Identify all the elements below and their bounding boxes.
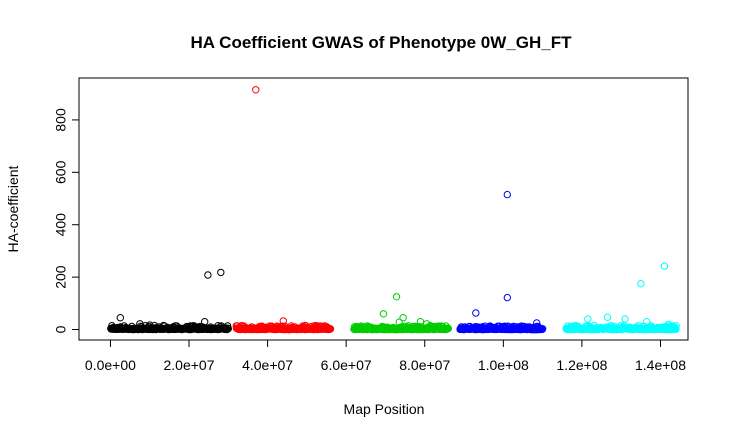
x-tick-label: 4.0e+07	[242, 357, 293, 373]
series-3	[456, 190, 547, 334]
outlier-point	[299, 322, 307, 330]
outlier-point	[621, 315, 629, 323]
data-point	[444, 324, 452, 333]
outlier-point	[204, 271, 212, 279]
y-tick-label: 200	[53, 265, 69, 289]
outlier-point	[159, 321, 168, 330]
outlier-point	[136, 320, 144, 328]
y-tick-label: 400	[53, 213, 69, 237]
y-tick-label: 600	[53, 160, 69, 184]
x-tick-label: 0.0e+00	[85, 357, 136, 373]
outlier-point	[116, 314, 125, 322]
y-tick-label: 0	[53, 325, 69, 333]
x-axis: 0.0e+00 2.0e+07 4.0e+07 6.0e+07 8.0e+07 1.0e+…	[85, 339, 686, 373]
y-axis-label: HA-coefficient	[5, 165, 21, 252]
outlier-point	[395, 318, 403, 326]
y-tick-label: 800	[53, 108, 69, 132]
x-tick-label: 6.0e+07	[321, 357, 372, 373]
outlier-point	[584, 315, 592, 323]
outlier-point	[423, 320, 431, 328]
series-2	[350, 293, 452, 334]
outlier-point	[472, 309, 480, 317]
data-point	[672, 322, 680, 330]
outlier-point	[379, 310, 388, 318]
data-point	[224, 324, 233, 333]
points-layer	[107, 86, 680, 334]
data-point	[538, 325, 547, 333]
x-tick-label: 2.0e+07	[164, 357, 215, 373]
outlier-point	[146, 321, 154, 329]
outlier-point	[660, 262, 669, 270]
outlier-point	[279, 317, 287, 325]
outlier-point	[217, 268, 225, 277]
series-4	[562, 262, 680, 334]
x-tick-label: 1.4e+08	[635, 357, 686, 373]
data-point	[326, 325, 335, 333]
outlier-point	[664, 320, 673, 328]
series-0	[107, 268, 233, 334]
x-axis-label: Map Position	[344, 401, 425, 417]
x-tick-label: 1.2e+08	[556, 357, 607, 373]
outlier-point	[503, 293, 511, 302]
outlier-point	[603, 313, 612, 321]
x-tick-label: 8.0e+07	[399, 357, 450, 373]
plot-frame	[78, 77, 689, 341]
x-tick-label: 1.0e+08	[478, 357, 529, 373]
y-axis: 0 200 400 600 800	[53, 108, 80, 333]
series-1	[232, 86, 335, 334]
outlier-point	[392, 293, 401, 301]
outlier-point	[637, 280, 645, 288]
data-point	[672, 325, 680, 333]
outlier-point	[416, 318, 425, 326]
outlier-point	[252, 86, 260, 94]
outlier-point	[503, 190, 511, 199]
data-point	[223, 325, 231, 334]
outlier-point	[201, 318, 209, 326]
outlier-point	[643, 318, 651, 326]
outlier-point	[533, 319, 541, 327]
chart-title: HA Coefficient GWAS of Phenotype 0W_GH_F…	[191, 33, 573, 52]
outlier-point	[399, 314, 407, 322]
